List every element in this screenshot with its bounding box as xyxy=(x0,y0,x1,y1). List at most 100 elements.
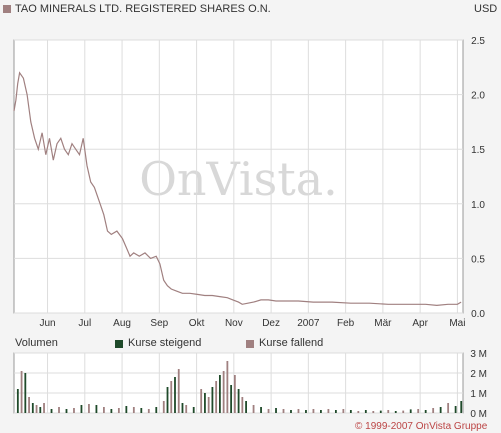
volume-bar-down xyxy=(357,411,360,413)
volume-bar-up xyxy=(439,407,442,413)
volume-bar-down xyxy=(233,375,236,413)
volume-bar-up xyxy=(181,403,184,413)
x-tick-label: Jun xyxy=(39,318,55,329)
volume-bar-up xyxy=(65,409,68,413)
volume-bar-down xyxy=(215,381,218,413)
x-tick-label: 2007 xyxy=(297,318,320,329)
chart-header: TAO MINERALS LTD. REGISTERED SHARES O.N.… xyxy=(0,0,501,22)
volume-bar-down xyxy=(297,409,300,413)
x-tick-label: Nov xyxy=(225,318,243,329)
copyright-label: © 1999-2007 OnVista Gruppe xyxy=(355,421,488,432)
volume-bar-down xyxy=(387,410,390,413)
price-plot-area xyxy=(13,39,464,314)
onvista-watermark: OnVista. xyxy=(139,152,338,206)
volume-bar-down xyxy=(432,408,435,413)
volume-bar-up xyxy=(140,408,143,413)
volume-bar-down xyxy=(88,404,90,413)
volume-up-legend-swatch xyxy=(115,340,123,348)
x-tick-label: Mär xyxy=(374,318,392,329)
volume-bar-down xyxy=(342,409,345,413)
volume-bar-down xyxy=(43,403,45,413)
volume-bar-up xyxy=(24,373,27,413)
volume-bar-down xyxy=(58,407,60,413)
volume-bar-down xyxy=(226,361,229,413)
volume-bar-down xyxy=(20,371,23,413)
volume-bar-down xyxy=(35,405,38,413)
volume-y-tick-label: 2 M xyxy=(470,369,487,380)
volume-y-tick-label: 3 M xyxy=(470,349,487,360)
volume-title: Volumen xyxy=(15,337,58,349)
price-y-tick-label: 2.5 xyxy=(471,36,485,47)
x-tick-label: Dez xyxy=(262,318,280,329)
x-tick-label: Jul xyxy=(78,318,91,329)
price-y-tick-label: 1.0 xyxy=(471,200,485,211)
volume-bar-up xyxy=(245,401,247,413)
volume-bar-up xyxy=(204,393,206,413)
price-y-tick-label: 0.0 xyxy=(471,309,485,320)
volume-bar-down xyxy=(447,403,450,413)
x-tick-label: Mai xyxy=(449,318,465,329)
x-tick-label: Aug xyxy=(113,318,131,329)
volume-bar-down xyxy=(327,409,330,413)
volume-bar-up xyxy=(349,410,352,413)
price-y-tick-label: 1.5 xyxy=(471,145,485,156)
volume-up-legend-label: Kurse steigend xyxy=(128,337,202,349)
volume-bar-down xyxy=(312,409,315,413)
volume-bar-down xyxy=(207,397,210,413)
volume-down-legend-label: Kurse fallend xyxy=(259,337,324,349)
price-legend-swatch xyxy=(3,5,11,13)
volume-y-tick-label: 0 M xyxy=(470,409,487,420)
x-tick-label: Feb xyxy=(337,318,355,329)
volume-bar-down xyxy=(185,405,188,413)
volume-bar-down xyxy=(162,401,165,413)
volume-bar-down xyxy=(28,397,30,413)
volume-bar-down xyxy=(147,409,150,413)
volume-bar-up xyxy=(192,407,195,413)
volume-bar-up xyxy=(125,406,128,413)
volume-bar-up xyxy=(290,410,292,413)
volume-bar-up xyxy=(95,405,98,413)
volume-bar-down xyxy=(117,408,120,413)
volume-bar-up xyxy=(166,387,169,413)
volume-bar-up xyxy=(305,410,307,413)
volume-bar-up xyxy=(454,406,457,413)
volume-bar-up xyxy=(275,408,277,413)
volume-bar-down xyxy=(222,371,225,413)
x-tick-label: Okt xyxy=(189,318,205,329)
volume-bar-up xyxy=(16,389,19,413)
volume-bar-down xyxy=(103,407,105,413)
volume-bar-up xyxy=(80,405,83,413)
x-tick-label: Apr xyxy=(412,318,428,329)
volume-bar-down xyxy=(417,409,420,413)
volume-bar-up xyxy=(409,409,412,413)
price-line xyxy=(13,71,462,307)
volume-bar-down xyxy=(241,397,244,413)
volume-bar-down xyxy=(177,369,180,413)
volume-bar-up xyxy=(110,409,113,413)
volume-bar-down xyxy=(282,409,285,413)
volume-bar-up xyxy=(31,403,34,413)
volume-bar-up xyxy=(218,375,221,413)
price-y-tick-label: 2.0 xyxy=(471,91,485,102)
volume-bar-down xyxy=(252,405,255,413)
chart-title: TAO MINERALS LTD. REGISTERED SHARES O.N. xyxy=(15,3,271,15)
volume-bar-up xyxy=(460,401,463,413)
currency-label: USD xyxy=(474,3,498,15)
volume-bar-up xyxy=(211,387,214,413)
x-tick-label: Sep xyxy=(150,318,168,329)
volume-bar-up xyxy=(237,389,240,413)
volume-bar-down xyxy=(73,408,75,413)
volume-bar-up xyxy=(424,410,427,413)
volume-bar-up xyxy=(334,410,337,413)
volume-bar-down xyxy=(267,409,270,413)
volume-bar-down xyxy=(372,411,375,413)
volume-bar-up xyxy=(320,410,322,413)
volume-bar-up xyxy=(379,410,382,413)
volume-bar-up xyxy=(174,377,176,413)
volume-bar-up xyxy=(39,407,42,413)
volume-y-tick-label: 1 M xyxy=(470,389,487,400)
volume-bar-down xyxy=(132,407,135,413)
volume-bar-up xyxy=(394,411,397,413)
volume-bar-up xyxy=(155,407,158,413)
